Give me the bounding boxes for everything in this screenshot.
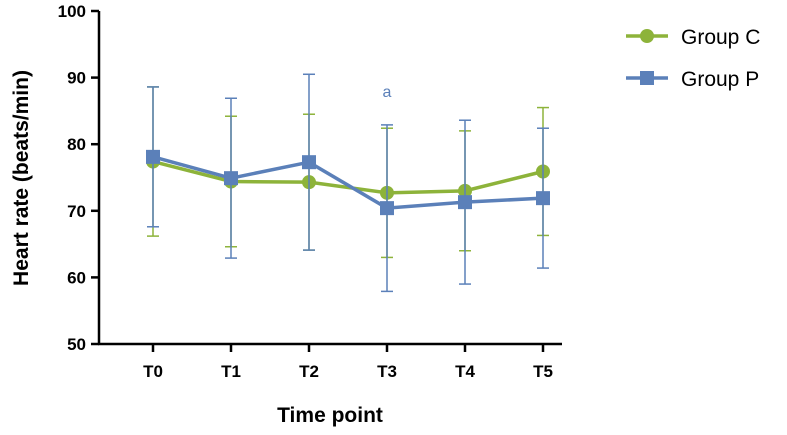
x-tick-label: T2 [299, 362, 319, 381]
significance-annotation: a [383, 84, 392, 101]
y-tick-label: 50 [67, 335, 86, 354]
y-tick-label: 80 [67, 135, 86, 154]
group-p-line [152, 155, 544, 210]
series-layer [146, 73, 550, 293]
group-p-point [302, 155, 316, 170]
x-tick-label: T5 [533, 362, 553, 381]
group-p-point [458, 195, 472, 210]
group-p-point [224, 171, 238, 186]
x-tick-label: T4 [455, 362, 475, 381]
group-p-legend-marker [640, 71, 654, 85]
group-p-series [146, 73, 550, 293]
group-p-error-bars [147, 73, 549, 293]
group-c-legend-marker [640, 29, 654, 43]
y-axis-title: Heart rate (beats/min) [10, 70, 33, 286]
y-tick-label: 100 [58, 2, 86, 21]
group-c-line [152, 159, 544, 195]
x-axis-title: Time point [277, 404, 383, 427]
x-axis: T0 T1 T2 T3 T4 T5 [98, 342, 562, 381]
legend: Group C Group P [626, 26, 760, 91]
y-tick-label: 60 [67, 268, 86, 287]
annotation-layer: a [383, 84, 392, 101]
x-tick-label: T3 [377, 362, 397, 381]
y-tick-label: 70 [67, 202, 86, 221]
x-tick-label: T0 [143, 362, 163, 381]
y-axis: 50 60 70 80 90 100 [58, 2, 101, 354]
group-c-legend-label: Group C [681, 26, 760, 49]
x-tick-label: T1 [221, 362, 241, 381]
group-p-point [146, 149, 160, 164]
group-p-point [380, 201, 394, 216]
group-p-point [536, 191, 550, 206]
y-tick-label: 90 [67, 69, 86, 88]
group-p-legend-label: Group P [681, 68, 759, 91]
